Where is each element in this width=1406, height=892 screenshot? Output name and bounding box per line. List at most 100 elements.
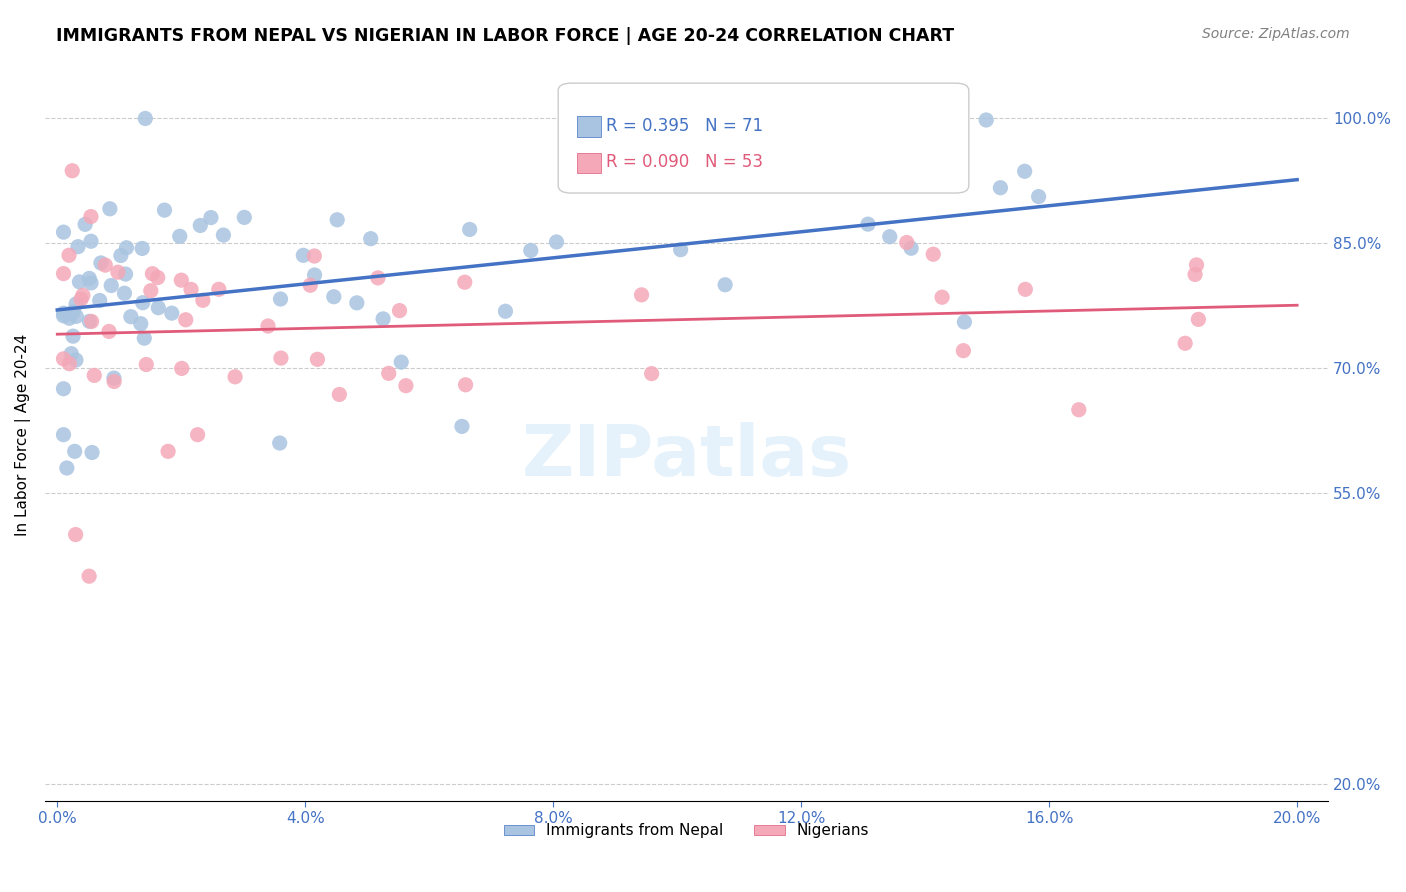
- Point: [257, 319, 280, 334]
- Point: [139, 284, 162, 298]
- Point: [107, 265, 129, 279]
- Point: [1174, 336, 1197, 351]
- Point: [1014, 164, 1036, 178]
- Point: [100, 278, 122, 293]
- Point: [1067, 402, 1090, 417]
- Point: [270, 292, 292, 306]
- Point: [52, 427, 75, 442]
- Point: [1184, 268, 1206, 282]
- Point: [129, 317, 152, 331]
- FancyBboxPatch shape: [558, 83, 969, 193]
- Point: [1185, 258, 1208, 272]
- Point: [80, 314, 103, 328]
- Point: [900, 241, 922, 255]
- Point: [98, 202, 121, 216]
- Point: [69, 275, 91, 289]
- Point: [79, 271, 101, 285]
- Point: [77, 569, 100, 583]
- Point: [388, 303, 411, 318]
- Point: [135, 358, 157, 372]
- Point: [304, 268, 326, 282]
- Point: [974, 113, 997, 128]
- Point: [58, 311, 80, 326]
- Point: [62, 329, 84, 343]
- Point: [70, 292, 93, 306]
- Point: [520, 244, 543, 258]
- Point: [65, 310, 87, 324]
- Point: [200, 211, 222, 225]
- Point: [855, 163, 877, 178]
- Point: [174, 312, 197, 326]
- Point: [180, 282, 202, 296]
- Point: [52, 267, 75, 281]
- Point: [80, 276, 103, 290]
- Point: [72, 288, 94, 302]
- Point: [896, 235, 918, 250]
- Point: [328, 387, 350, 401]
- Point: [952, 343, 974, 358]
- Point: [146, 270, 169, 285]
- Point: [114, 267, 136, 281]
- Point: [879, 229, 901, 244]
- Point: [304, 249, 326, 263]
- Point: [931, 290, 953, 304]
- Text: Source: ZipAtlas.com: Source: ZipAtlas.com: [1202, 27, 1350, 41]
- Point: [112, 286, 135, 301]
- Point: [224, 369, 246, 384]
- Point: [714, 277, 737, 292]
- Point: [270, 351, 292, 365]
- Point: [153, 203, 176, 218]
- Point: [191, 293, 214, 308]
- Point: [80, 445, 103, 459]
- Point: [103, 375, 125, 389]
- Bar: [578, 153, 600, 173]
- Point: [65, 297, 87, 311]
- Point: [360, 232, 382, 246]
- Point: [458, 222, 481, 236]
- Point: [160, 306, 183, 320]
- Point: [110, 248, 132, 262]
- Point: [367, 271, 389, 285]
- Point: [65, 353, 87, 368]
- Point: [395, 378, 418, 392]
- Point: [66, 240, 89, 254]
- Point: [630, 288, 652, 302]
- Point: [94, 258, 117, 272]
- Point: [346, 296, 368, 310]
- Point: [90, 256, 112, 270]
- Bar: [578, 116, 600, 136]
- Point: [188, 219, 211, 233]
- Point: [75, 218, 97, 232]
- Point: [52, 306, 75, 320]
- Point: [98, 325, 121, 339]
- Point: [58, 357, 80, 371]
- Point: [856, 217, 879, 231]
- Point: [269, 436, 291, 450]
- Point: [60, 346, 83, 360]
- Y-axis label: In Labor Force | Age 20-24: In Labor Force | Age 20-24: [15, 334, 31, 536]
- Point: [546, 235, 568, 249]
- Point: [326, 212, 349, 227]
- Point: [208, 282, 231, 296]
- Point: [169, 229, 191, 244]
- Point: [63, 444, 86, 458]
- Point: [299, 278, 322, 293]
- Point: [83, 368, 105, 383]
- Text: IMMIGRANTS FROM NEPAL VS NIGERIAN IN LABOR FORCE | AGE 20-24 CORRELATION CHART: IMMIGRANTS FROM NEPAL VS NIGERIAN IN LAB…: [56, 27, 955, 45]
- Text: R = 0.090   N = 53: R = 0.090 N = 53: [606, 153, 762, 171]
- Point: [1187, 312, 1209, 326]
- Point: [52, 382, 75, 396]
- Point: [89, 293, 111, 308]
- Point: [80, 234, 103, 248]
- Point: [62, 305, 84, 319]
- Point: [56, 461, 79, 475]
- Point: [212, 228, 235, 243]
- Point: [52, 309, 75, 323]
- Point: [134, 112, 156, 126]
- Point: [115, 241, 138, 255]
- Point: [120, 310, 142, 324]
- Point: [494, 304, 516, 318]
- Point: [79, 314, 101, 328]
- Point: [1028, 189, 1050, 203]
- Point: [454, 275, 477, 289]
